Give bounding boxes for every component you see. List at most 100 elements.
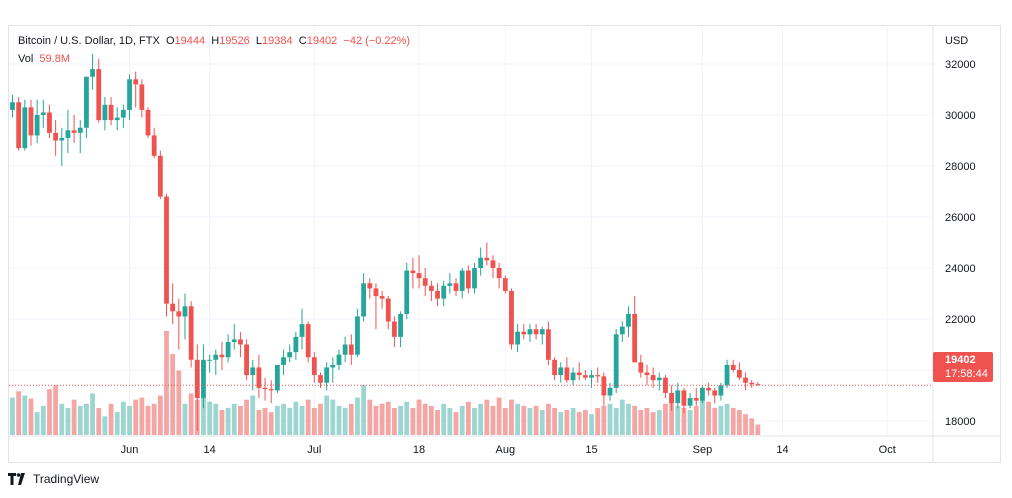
candle-body xyxy=(724,364,730,386)
volume-bar xyxy=(176,370,182,435)
time-tick-label: Oct xyxy=(879,444,896,456)
volume-bar xyxy=(484,399,490,435)
volume-bar xyxy=(361,385,367,435)
candle-body xyxy=(447,283,453,286)
volume-bar xyxy=(133,399,139,435)
candle-body xyxy=(373,288,379,297)
volume-bar xyxy=(632,405,638,435)
candle-body xyxy=(59,137,65,141)
time-tick-label: 15 xyxy=(585,444,597,456)
candle-body xyxy=(287,352,293,358)
volume-bar xyxy=(700,399,705,435)
candle-body xyxy=(410,270,416,274)
candle-body xyxy=(576,372,582,376)
volume-bar xyxy=(170,353,176,435)
volume-bar xyxy=(607,403,613,435)
volume-bar xyxy=(71,399,77,435)
volume-bar xyxy=(188,393,194,435)
candle-body xyxy=(170,303,176,312)
volume-bar xyxy=(706,401,711,435)
volume-bar xyxy=(681,407,687,435)
candle-body xyxy=(484,257,490,261)
symbol-title[interactable]: Bitcoin / U.S. Dollar, 1D, FTX xyxy=(18,35,160,47)
candle-body xyxy=(145,109,151,136)
volume-bar xyxy=(502,407,508,435)
price-tag-price: 19402 xyxy=(945,354,976,366)
candle-body xyxy=(428,285,434,291)
candle-body xyxy=(96,69,102,121)
volume-bar xyxy=(570,407,576,435)
volume-bar xyxy=(10,397,15,435)
volume-bar xyxy=(139,397,145,435)
candle-body xyxy=(28,107,34,136)
candle-body xyxy=(305,324,311,358)
volume-bar xyxy=(201,397,206,435)
candle-body xyxy=(244,344,249,376)
close-label: C xyxy=(298,35,307,47)
low-label: L xyxy=(255,35,263,47)
candle-body xyxy=(435,290,440,299)
candle-body xyxy=(736,370,742,378)
volume-bar xyxy=(558,412,564,435)
candle-body xyxy=(84,76,89,128)
candle-body xyxy=(114,117,120,121)
volume-bar xyxy=(724,403,730,435)
volume-bar xyxy=(219,410,225,435)
volume-bar xyxy=(379,403,385,435)
candle-body xyxy=(262,387,268,390)
volume-bar xyxy=(712,407,718,435)
candle-body xyxy=(324,367,330,383)
volume-bar xyxy=(287,407,293,435)
candle-body xyxy=(515,331,521,345)
volume-bar xyxy=(330,399,336,435)
volume-bar xyxy=(90,393,95,435)
volume-bar xyxy=(262,407,268,435)
volume-bar xyxy=(348,403,354,435)
volume-bar xyxy=(638,410,644,435)
chart-frame xyxy=(8,25,1001,463)
price-tag-countdown: 17:58:44 xyxy=(945,368,988,380)
candle-body xyxy=(404,270,410,314)
candle-body xyxy=(90,69,95,77)
candle-body xyxy=(416,273,422,279)
high-label: H xyxy=(211,35,220,47)
candle-body xyxy=(133,79,139,85)
volume-bar xyxy=(539,410,545,435)
candle-body xyxy=(40,112,46,115)
candle-body xyxy=(730,364,736,370)
volume-bar xyxy=(601,405,607,435)
volume-bar xyxy=(213,403,219,435)
volume-bar xyxy=(755,424,761,435)
volume-bar xyxy=(656,410,662,435)
candle-body xyxy=(459,270,465,291)
volume-bar xyxy=(730,407,736,435)
candle-body xyxy=(700,387,705,401)
volume-bar xyxy=(626,403,631,435)
candle-body xyxy=(151,135,157,156)
candle-body xyxy=(650,375,656,381)
candle-body xyxy=(318,375,323,383)
candle-body xyxy=(367,283,373,289)
candle-body xyxy=(361,283,367,317)
candle-body xyxy=(490,260,496,268)
candle-body xyxy=(77,127,83,133)
candle-body xyxy=(607,387,613,396)
candle-body xyxy=(626,313,631,327)
candle-body xyxy=(293,336,299,353)
volume-bar xyxy=(250,395,256,435)
volume-bar xyxy=(164,331,169,435)
candle-body xyxy=(108,104,114,121)
high-value: 19526 xyxy=(219,35,250,47)
candle-body xyxy=(330,364,336,368)
volume-bar xyxy=(231,403,237,435)
candle-body xyxy=(712,390,718,396)
footer[interactable]: TradingView xyxy=(8,472,99,486)
volume-bar xyxy=(527,407,533,435)
volume-bar xyxy=(447,407,453,435)
volume-bar xyxy=(669,397,675,435)
candle-body xyxy=(194,359,200,399)
candle-body xyxy=(207,359,213,361)
volume-bar xyxy=(47,389,52,435)
candle-body xyxy=(546,329,551,360)
